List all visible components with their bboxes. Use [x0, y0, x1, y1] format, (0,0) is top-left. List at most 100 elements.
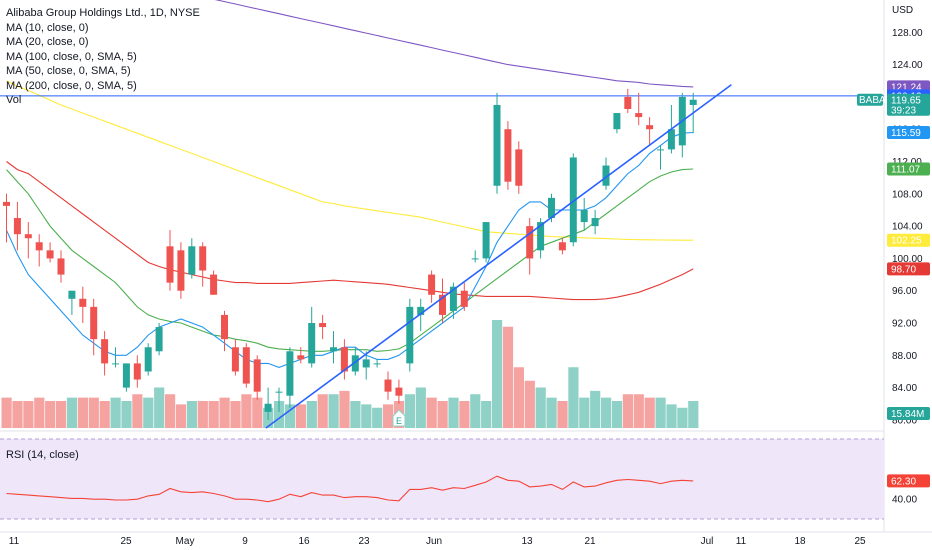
- volume-bar: [350, 401, 361, 428]
- price-label-text: 15.84M: [891, 409, 924, 420]
- candle-body: [362, 359, 370, 368]
- volume-bar: [12, 401, 23, 428]
- candle: [558, 238, 566, 255]
- candle-body: [275, 391, 283, 393]
- volume-bar: [154, 387, 165, 428]
- y-tick-label: 108.00: [892, 189, 923, 200]
- candle: [646, 117, 654, 146]
- volume-bar: [666, 404, 677, 428]
- candle: [68, 290, 76, 315]
- candle: [504, 121, 512, 190]
- candle: [308, 306, 316, 368]
- candle: [384, 371, 392, 400]
- candle: [580, 197, 588, 231]
- candle-body: [460, 290, 468, 307]
- volume-bar: [492, 320, 503, 428]
- candle: [439, 278, 446, 324]
- candle-body: [471, 258, 479, 260]
- candle-body: [133, 363, 141, 380]
- candle-body: [613, 113, 621, 130]
- candle-body: [406, 306, 414, 364]
- candle-body: [253, 359, 261, 392]
- y-tick-label: 88.00: [892, 351, 917, 362]
- volume-bar: [502, 326, 514, 428]
- candle-body: [515, 149, 523, 186]
- candle-body: [297, 355, 305, 360]
- volume-bar: [622, 394, 633, 428]
- legend-ma200: MA (200, close, 0, SMA, 5): [6, 79, 137, 92]
- candle: [471, 250, 479, 263]
- candle: [417, 298, 425, 332]
- volume-bar: [470, 394, 481, 428]
- candle: [101, 331, 109, 376]
- candle: [515, 141, 523, 194]
- candle-body: [264, 403, 272, 412]
- volume-bar: [219, 397, 230, 428]
- volume-bar: [165, 394, 176, 428]
- candle: [231, 339, 239, 376]
- ma50-line: [6, 80, 694, 241]
- volume-bar: [34, 397, 45, 428]
- candle: [275, 387, 283, 412]
- x-tick-label: May: [176, 536, 195, 547]
- candle: [3, 193, 10, 243]
- candle-body: [602, 165, 610, 186]
- candle: [297, 347, 305, 364]
- volume-bar: [383, 404, 394, 428]
- volume-bar: [1, 397, 12, 428]
- y-tick-label: 112.00: [892, 157, 922, 168]
- symbol-tag: [857, 93, 883, 106]
- candle: [264, 387, 272, 420]
- candle-body: [144, 347, 152, 372]
- candle: [613, 113, 621, 134]
- candle-body: [624, 96, 632, 110]
- candle: [144, 343, 152, 376]
- volume-bar: [88, 397, 99, 428]
- volume-bar: [241, 394, 252, 428]
- candle: [460, 282, 468, 311]
- candle-body: [689, 99, 697, 105]
- candle: [199, 242, 207, 287]
- candle-body: [504, 129, 512, 182]
- x-tick-label: 11: [9, 536, 20, 547]
- volume-bar: [186, 401, 197, 428]
- volume-bar: [404, 394, 415, 428]
- candle-body: [384, 379, 392, 392]
- candle-body: [537, 222, 545, 251]
- y-tick-label: 128.00: [892, 28, 923, 39]
- earnings-marker-label: E: [396, 416, 402, 426]
- trendline: [265, 84, 732, 429]
- price-label-badge: [887, 406, 930, 420]
- volume-bar: [339, 390, 350, 428]
- volume-bar: [633, 394, 644, 428]
- volume-bar: [197, 401, 208, 428]
- candle-body: [13, 218, 21, 235]
- candle-body: [569, 157, 577, 243]
- candle: [122, 363, 130, 392]
- candle: [493, 92, 501, 194]
- candle: [428, 270, 436, 303]
- volume-bar: [688, 401, 699, 428]
- candle: [340, 339, 348, 380]
- volume-bar: [557, 401, 568, 428]
- x-tick-label: 9: [242, 536, 248, 547]
- candle: [188, 238, 196, 279]
- price-label-badge: [887, 126, 930, 140]
- candle-body: [308, 323, 316, 364]
- candle: [112, 347, 119, 368]
- rsi-line: [6, 475, 694, 503]
- candle: [155, 323, 163, 356]
- volume-series: [1, 320, 699, 428]
- price-label-text: 121.24: [891, 82, 922, 93]
- earnings-marker: [392, 409, 406, 427]
- candle: [591, 209, 599, 235]
- volume-bar: [535, 387, 546, 428]
- price-label-text: 115.59: [891, 128, 921, 139]
- y-tick-label: 104.00: [892, 222, 923, 233]
- current-price-badge: [887, 93, 930, 116]
- candle: [46, 242, 54, 263]
- candle-body: [548, 197, 555, 219]
- legend-ma20: MA (20, close, 0): [6, 36, 89, 48]
- volume-bar: [306, 401, 317, 428]
